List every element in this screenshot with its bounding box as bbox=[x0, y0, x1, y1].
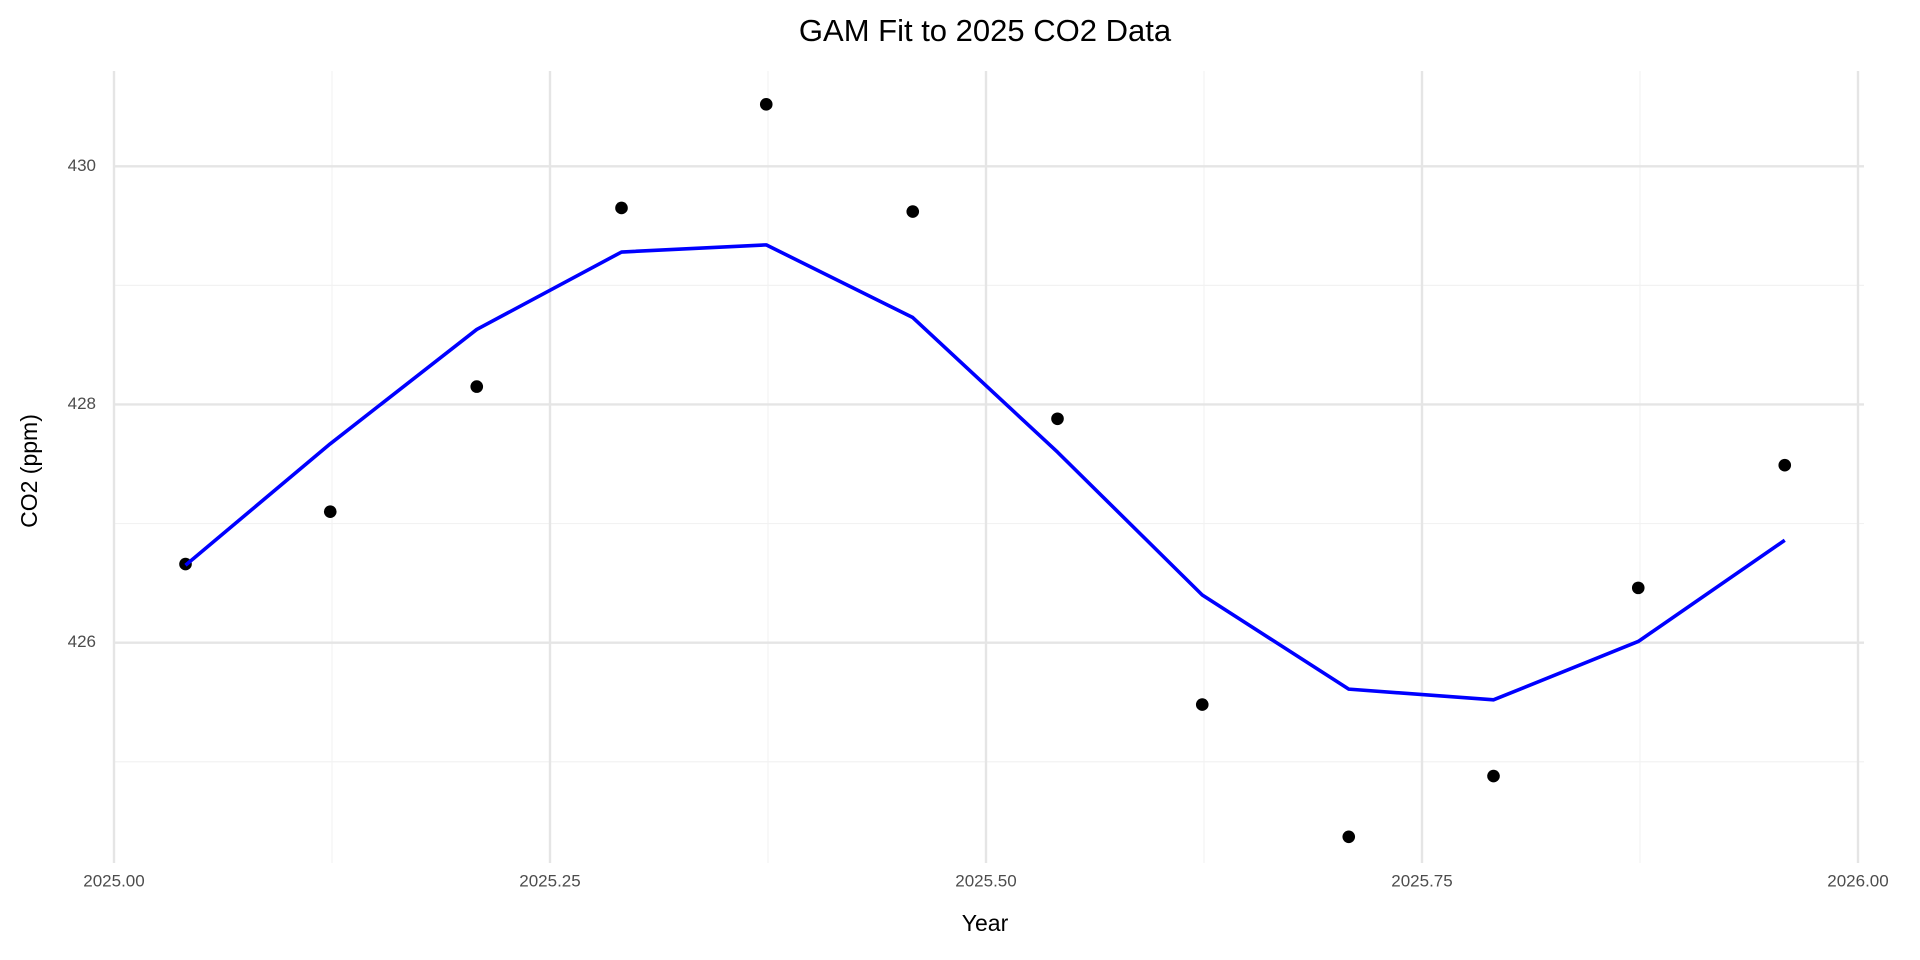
y-tick-label: 430 bbox=[68, 156, 96, 175]
data-point bbox=[1631, 581, 1645, 595]
fit-line bbox=[184, 243, 1786, 702]
y-tick-label: 426 bbox=[68, 632, 96, 651]
x-tick-label: 2025.50 bbox=[955, 871, 1016, 890]
data-point bbox=[470, 380, 484, 393]
data-point bbox=[759, 98, 773, 111]
x-tick-label: 2025.75 bbox=[1391, 871, 1452, 890]
x-tick-label: 2025.25 bbox=[519, 871, 580, 890]
data-point bbox=[906, 205, 920, 218]
data-point bbox=[1342, 830, 1356, 844]
y-tick-label: 428 bbox=[68, 394, 96, 413]
data-point bbox=[1051, 412, 1064, 426]
y-axis-title: CO2 (ppm) bbox=[16, 414, 42, 528]
data-point bbox=[1487, 769, 1500, 783]
x-tick-label: 2026.00 bbox=[1827, 871, 1888, 890]
data-point bbox=[615, 201, 628, 215]
x-axis-title: Year bbox=[962, 910, 1009, 936]
chart-title: GAM Fit to 2025 CO2 Data bbox=[799, 13, 1172, 48]
data-point bbox=[1778, 458, 1792, 472]
x-tick-label: 2025.00 bbox=[83, 871, 144, 890]
data-point bbox=[323, 505, 337, 518]
data-point bbox=[1195, 698, 1209, 711]
